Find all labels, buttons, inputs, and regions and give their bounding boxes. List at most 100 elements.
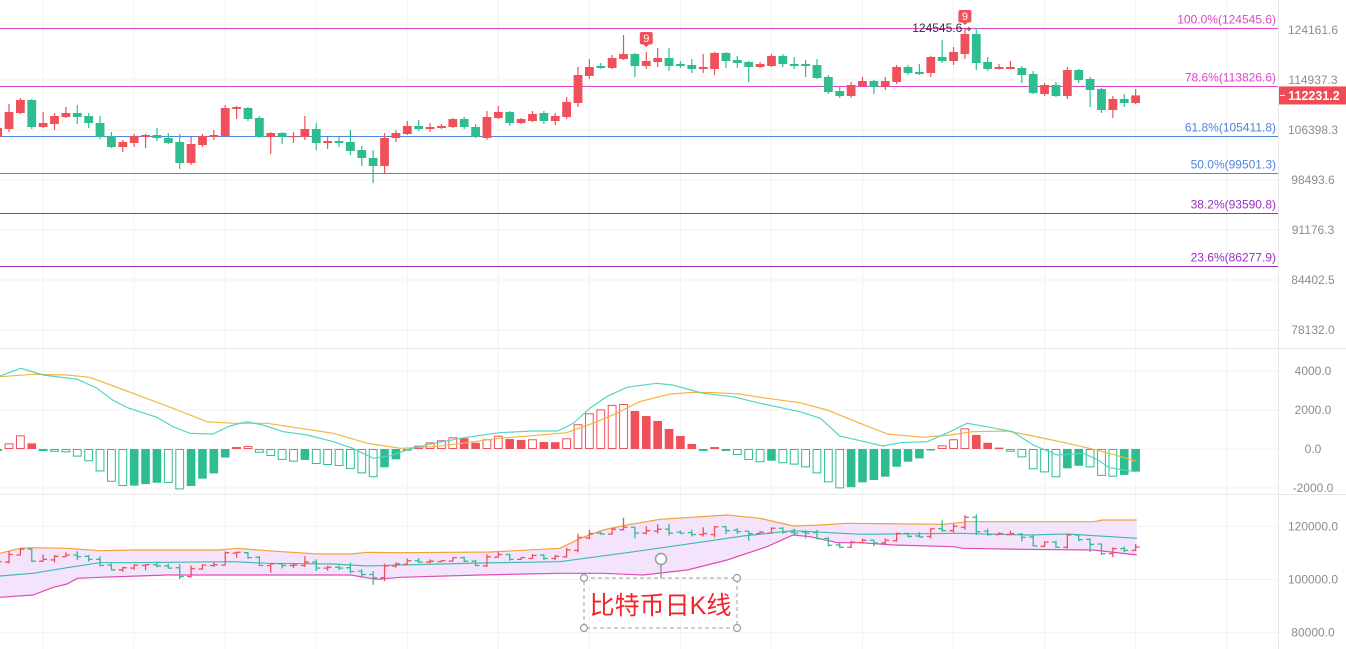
ohlc-bar [767, 527, 776, 534]
candle [289, 131, 298, 143]
macd-histogram-bar [346, 449, 355, 470]
candle [277, 131, 287, 144]
candle [653, 47, 663, 67]
candle-body [846, 85, 856, 97]
macd-histogram-bar [118, 449, 128, 487]
candle [1097, 87, 1106, 113]
ohlc-bar [892, 532, 901, 542]
annotation-resize-handle[interactable] [732, 573, 742, 583]
candle-body [528, 114, 537, 121]
ohlc-bar [790, 528, 799, 535]
candle-body [630, 53, 640, 66]
macd-histogram-bar [641, 416, 651, 449]
ohlc-bar [107, 563, 116, 571]
candle-body [926, 56, 936, 74]
candle-body [289, 135, 298, 138]
ohlc-bar [960, 515, 969, 530]
macd-histogram-bar [15, 435, 25, 450]
ohlc-bar [744, 530, 753, 541]
candle-body [915, 71, 924, 74]
annotation-resize-handle[interactable] [579, 573, 589, 583]
fib-level-label: 61.8%(105411.8) [1185, 121, 1276, 135]
text-annotation[interactable]: 比特币日K线 [579, 552, 742, 633]
ohlc-bar [426, 559, 435, 564]
candle-body [664, 57, 674, 66]
macd-histogram-bar [471, 442, 480, 449]
candle [641, 51, 651, 69]
candle [550, 112, 560, 125]
candle-body [550, 115, 560, 121]
axis-tick-label: 91176.3 [1292, 223, 1335, 237]
axis-tick-label: 0.0 [1305, 442, 1322, 456]
candle-body [994, 66, 1004, 69]
boll-panel[interactable] [0, 514, 1140, 598]
candle-body [220, 107, 230, 136]
candle-body [4, 111, 14, 129]
candle-body [311, 128, 321, 143]
ohlc-bar [1120, 546, 1129, 553]
ohlc-bar [369, 571, 378, 585]
ohlc-bar [312, 559, 321, 572]
candle [38, 111, 48, 128]
ohlc-bar [391, 562, 400, 568]
candle-body [744, 61, 754, 67]
marker-badge [639, 31, 653, 45]
fib-level-label: 50.0%(99501.3) [1191, 158, 1276, 172]
candle [960, 29, 970, 59]
macd-panel[interactable] [0, 367, 1140, 490]
annotation-anchor-handle[interactable] [654, 552, 668, 566]
annotation-resize-handle[interactable] [579, 623, 589, 633]
macd-histogram-bar [823, 449, 833, 483]
candle-body [357, 150, 367, 158]
ohlc-bar [904, 532, 913, 538]
ohlc-bar [414, 558, 423, 563]
candle-body [789, 63, 799, 66]
marker-pointer-icon [961, 22, 968, 25]
ohlc-bar [699, 527, 708, 537]
candle-body [402, 125, 412, 134]
last-price-value: 112231.2 [1288, 89, 1339, 103]
candle-body [15, 99, 25, 113]
annotation-text[interactable]: 比特币日K线 [590, 592, 732, 620]
macd-histogram-bar [27, 443, 37, 449]
candle-body [84, 115, 94, 123]
macd-histogram-bar [778, 449, 788, 464]
macd-histogram-bar [550, 442, 560, 449]
ohlc-bar [642, 526, 651, 535]
td-count-marker: 9 [639, 31, 653, 47]
candle [107, 131, 116, 148]
candle-body [505, 111, 515, 123]
ohlc-bar [471, 559, 480, 567]
candle-body [937, 56, 947, 61]
candle [801, 60, 810, 77]
chart-overlays: 100.0%(124545.6) 78.6%(113826.6) 61.8%(105… [639, 9, 1276, 265]
high-price-label: 124545.6 [912, 21, 962, 35]
fib-level-label: 100.0%(124545.6) [1177, 13, 1276, 27]
annotation-box[interactable] [583, 577, 738, 629]
ohlc-bar [243, 552, 252, 559]
annotation-resize-handle[interactable] [732, 623, 742, 633]
axis-tick-label: 106398.3 [1288, 123, 1338, 137]
macd-histogram-bar [368, 449, 378, 478]
candle-body [732, 60, 742, 63]
candle [95, 115, 105, 139]
candle [926, 55, 936, 77]
ohlc-bar [858, 538, 867, 544]
candle [915, 63, 924, 75]
macd-histogram-bar [755, 449, 765, 463]
macd-histogram-bar [710, 447, 719, 450]
fib-level-label: 78.6%(113826.6) [1185, 71, 1276, 85]
candle [482, 110, 492, 140]
macd-histogram-bar [61, 449, 71, 453]
ohlc-bar [403, 558, 412, 565]
value-axis[interactable]: 124161.6 114937.3 106398.3 98493.6 91176.3 84… [1279, 23, 1346, 640]
main-price-panel[interactable] [0, 28, 1278, 267]
ohlc-bar [84, 554, 93, 562]
candle [300, 115, 310, 140]
ohlc-bar [152, 561, 161, 568]
candle [619, 34, 628, 61]
candle-body [471, 126, 480, 137]
macd-histogram-bar [607, 404, 617, 449]
